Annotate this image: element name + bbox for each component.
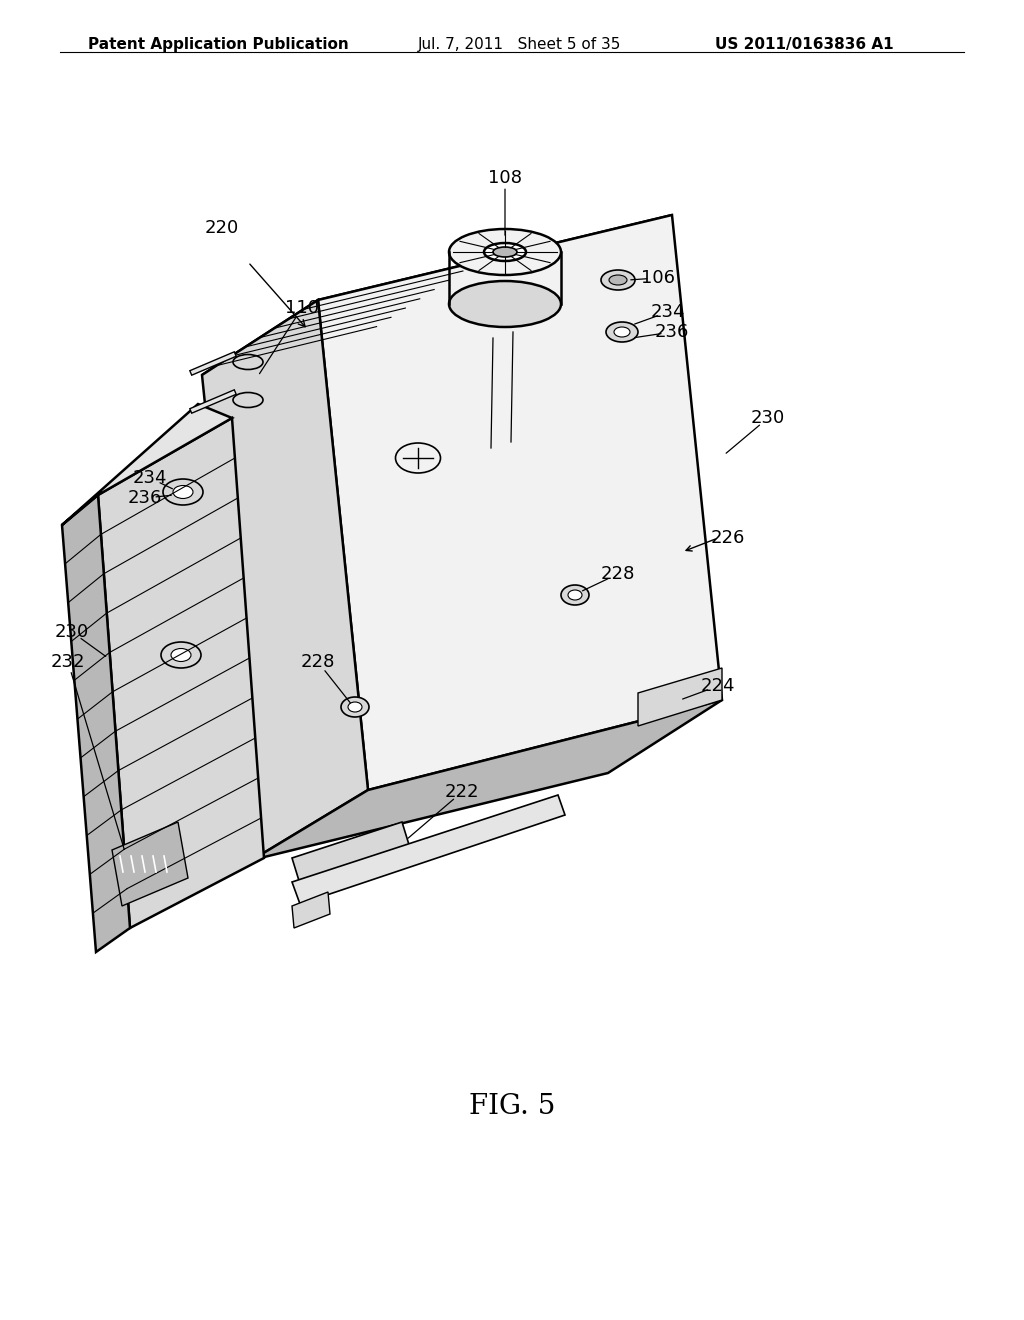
Polygon shape <box>638 668 722 726</box>
Ellipse shape <box>233 392 263 408</box>
Text: 234: 234 <box>650 304 685 321</box>
Polygon shape <box>112 822 188 906</box>
Polygon shape <box>292 822 410 884</box>
Polygon shape <box>292 795 565 904</box>
Ellipse shape <box>614 327 630 337</box>
Polygon shape <box>202 300 368 861</box>
Ellipse shape <box>341 697 369 717</box>
Ellipse shape <box>171 648 191 661</box>
Text: US 2011/0163836 A1: US 2011/0163836 A1 <box>715 37 894 51</box>
Polygon shape <box>98 418 264 928</box>
Ellipse shape <box>484 243 526 261</box>
Text: 236: 236 <box>654 323 689 341</box>
Text: FIG. 5: FIG. 5 <box>469 1093 555 1119</box>
Text: Patent Application Publication: Patent Application Publication <box>88 37 349 51</box>
Ellipse shape <box>449 228 561 275</box>
Ellipse shape <box>163 479 203 506</box>
Text: 222: 222 <box>444 783 479 801</box>
Ellipse shape <box>568 590 582 601</box>
Polygon shape <box>252 700 722 861</box>
Text: 228: 228 <box>301 653 335 671</box>
Ellipse shape <box>233 355 263 370</box>
Polygon shape <box>62 495 130 952</box>
Ellipse shape <box>161 642 201 668</box>
Ellipse shape <box>449 281 561 327</box>
Text: 110: 110 <box>285 300 319 317</box>
Ellipse shape <box>493 247 517 257</box>
Text: 230: 230 <box>55 623 89 642</box>
Text: 232: 232 <box>51 653 85 671</box>
Polygon shape <box>62 404 232 525</box>
Text: 106: 106 <box>641 269 675 286</box>
Text: 234: 234 <box>133 469 167 487</box>
Text: Jul. 7, 2011   Sheet 5 of 35: Jul. 7, 2011 Sheet 5 of 35 <box>418 37 622 51</box>
Text: 108: 108 <box>488 169 522 187</box>
Ellipse shape <box>601 271 635 290</box>
Ellipse shape <box>173 486 193 499</box>
Text: 228: 228 <box>601 565 635 583</box>
Text: 220: 220 <box>205 219 240 238</box>
Polygon shape <box>318 215 722 789</box>
Ellipse shape <box>606 322 638 342</box>
Ellipse shape <box>348 702 362 711</box>
Text: 226: 226 <box>711 529 745 546</box>
Text: 224: 224 <box>700 677 735 696</box>
Polygon shape <box>292 892 330 928</box>
Ellipse shape <box>395 444 440 473</box>
Ellipse shape <box>561 585 589 605</box>
Text: 236: 236 <box>128 488 162 507</box>
Text: 230: 230 <box>751 409 785 426</box>
Ellipse shape <box>609 275 627 285</box>
Polygon shape <box>202 215 672 375</box>
